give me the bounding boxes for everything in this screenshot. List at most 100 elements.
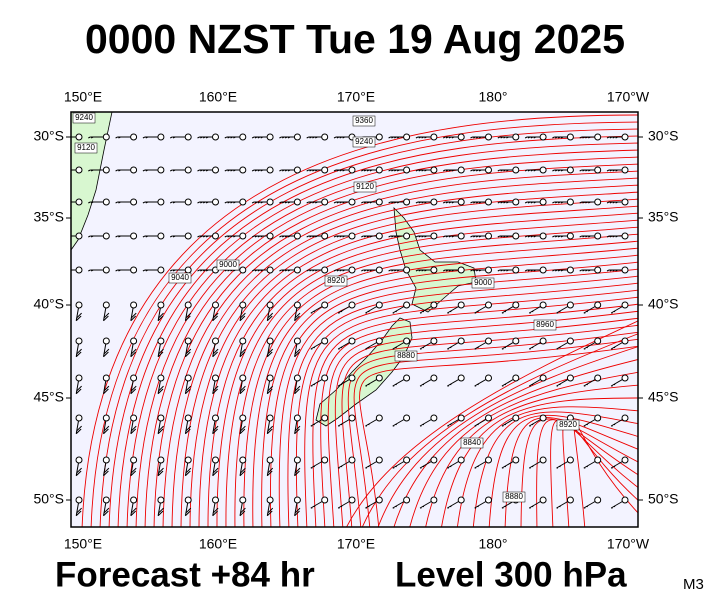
station xyxy=(375,374,383,382)
barb-flag xyxy=(339,201,342,204)
barb-flag xyxy=(369,169,373,172)
barb-flag xyxy=(394,201,397,204)
barb-flag xyxy=(266,388,273,395)
barb-flag xyxy=(476,169,479,172)
contour-line xyxy=(198,205,638,527)
station xyxy=(293,414,301,422)
lat-label-right: 50°S xyxy=(648,491,679,507)
barb-flag xyxy=(294,467,301,474)
barb-flag xyxy=(588,136,591,139)
barb-flag xyxy=(421,201,424,204)
station xyxy=(403,496,411,504)
barb-flag xyxy=(363,169,367,172)
station xyxy=(102,266,110,274)
barb-flag xyxy=(142,201,146,204)
barb-flag xyxy=(478,235,482,238)
barb-flag xyxy=(251,169,255,172)
barb-flag xyxy=(366,201,370,204)
barb-flag xyxy=(424,201,427,204)
station xyxy=(293,166,301,174)
barb-flag xyxy=(445,136,449,139)
barb-flag xyxy=(185,428,191,435)
station xyxy=(594,266,602,274)
barb-flag xyxy=(90,235,94,238)
barb-flag xyxy=(240,507,246,514)
station xyxy=(348,456,356,464)
station xyxy=(157,414,165,422)
barb-flag xyxy=(366,235,370,238)
barb-flag xyxy=(103,388,109,395)
station xyxy=(539,166,547,174)
station xyxy=(239,496,247,504)
barb-flag xyxy=(257,169,261,172)
barb-flag xyxy=(451,201,455,204)
station xyxy=(293,496,301,504)
contour-label: 8960 xyxy=(536,320,554,329)
contour-line xyxy=(153,170,638,527)
barb-flag xyxy=(145,136,149,139)
barb-flag xyxy=(88,201,91,204)
barb-flag xyxy=(342,169,345,172)
barb-flag xyxy=(530,169,534,172)
contour-label: 8920 xyxy=(559,420,577,429)
barb-flag xyxy=(333,136,337,139)
station xyxy=(457,456,465,464)
contour-label-box xyxy=(394,350,418,362)
barb-flag xyxy=(500,269,503,272)
barb-flag xyxy=(612,136,615,139)
barb-flag xyxy=(203,201,206,204)
station xyxy=(348,374,356,382)
station xyxy=(321,232,329,240)
station xyxy=(375,301,383,309)
barb-flag xyxy=(157,470,164,477)
barb-flag xyxy=(230,136,233,139)
contour-label: 9240 xyxy=(75,113,93,122)
barb-flag xyxy=(227,235,230,238)
barb-flag xyxy=(90,201,94,204)
contour-label-box xyxy=(502,491,526,503)
barb-flag xyxy=(470,169,473,172)
barb-flag xyxy=(527,169,531,172)
barb-flag xyxy=(251,235,255,238)
barb-flag xyxy=(185,315,191,322)
barb-flag xyxy=(130,385,137,392)
barb-flag xyxy=(61,270,63,271)
station xyxy=(375,266,383,274)
barb-flag xyxy=(418,136,422,139)
barb-flag xyxy=(88,136,91,139)
barb-flag xyxy=(585,269,588,272)
station xyxy=(348,496,356,504)
barb-flag xyxy=(254,269,258,272)
barb-flag xyxy=(552,269,555,272)
lon-label-bottom: 170°E xyxy=(337,536,375,552)
barb-flag xyxy=(200,201,203,204)
barb-flag xyxy=(533,169,536,172)
station xyxy=(539,496,547,504)
barb-flag xyxy=(75,351,82,358)
station xyxy=(621,232,629,240)
barb-flag xyxy=(294,510,300,517)
barb-flag xyxy=(503,136,506,139)
station xyxy=(321,414,329,422)
contour-label: 9120 xyxy=(77,143,95,152)
station xyxy=(266,232,274,240)
barb-flag xyxy=(158,385,164,392)
barb-flag xyxy=(473,201,476,204)
barb-flag xyxy=(185,351,191,358)
station xyxy=(130,133,138,141)
barb-flag xyxy=(388,136,391,139)
barb-flag xyxy=(130,425,137,432)
barb-flag xyxy=(533,269,536,272)
station xyxy=(130,301,138,309)
station xyxy=(102,198,110,206)
barb-flag xyxy=(233,169,236,172)
level-label: Level 300 hPa xyxy=(395,555,627,594)
contour-label: 8840 xyxy=(463,438,481,447)
contour-line xyxy=(108,135,638,527)
station xyxy=(594,496,602,504)
station xyxy=(212,456,219,464)
contour-line xyxy=(278,268,638,527)
barb-flag xyxy=(169,269,173,272)
barb-flag xyxy=(342,235,345,238)
barb-flag xyxy=(476,235,479,238)
